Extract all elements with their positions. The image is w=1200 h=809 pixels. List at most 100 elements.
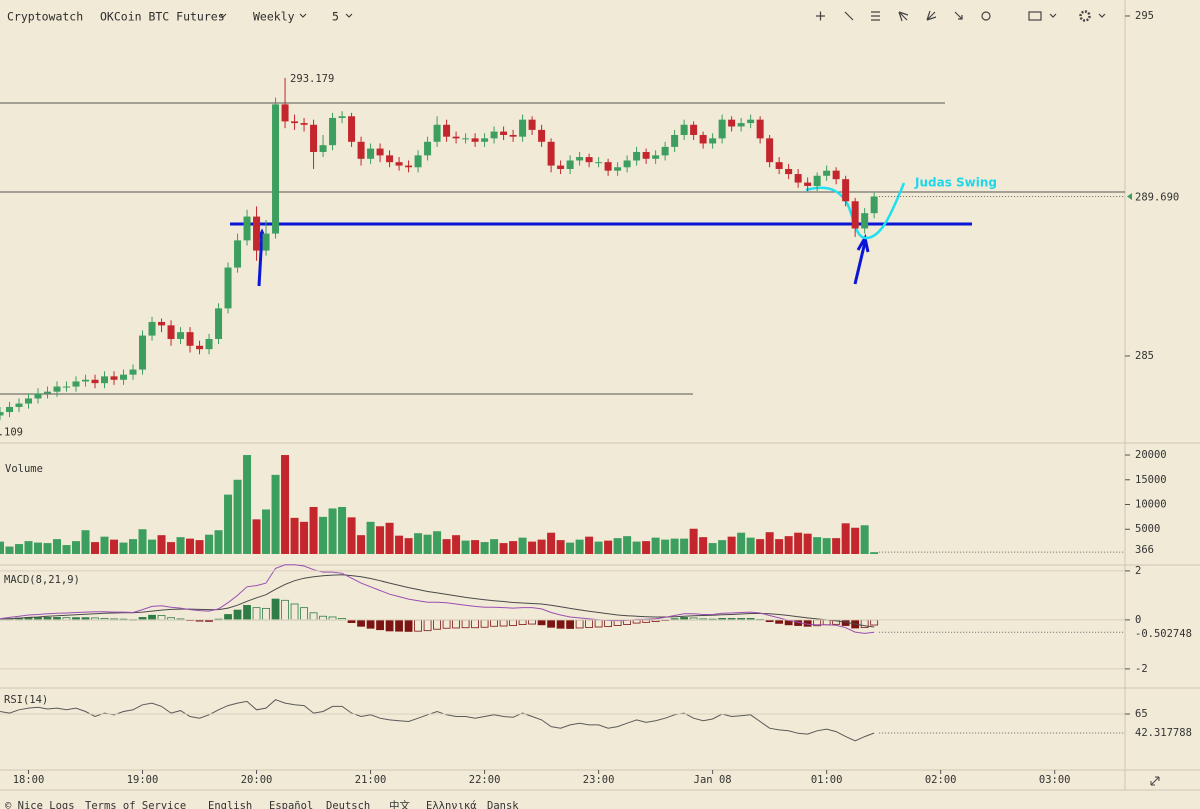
volume-bar [81,530,90,554]
market-select[interactable]: OKCoin BTC Futures [100,10,225,24]
volume-bar [699,537,708,554]
volume-bar [870,552,879,554]
line-tool[interactable] [844,11,854,21]
y-tick-label: 295 [1135,10,1154,22]
chevron[interactable] [345,13,353,18]
volume-bar [176,537,185,554]
footer-link[interactable]: English [208,800,252,809]
volume-bar [271,474,280,554]
volume-bar [91,542,100,554]
candle-body [490,131,498,139]
volume-bar [119,542,128,554]
candle-body [186,332,194,346]
candle-body [177,332,185,339]
footer-link[interactable]: 中文 [389,799,410,809]
volume-bar [423,534,432,554]
candle-body [281,104,289,122]
chevron[interactable] [219,13,227,18]
macd-histogram-bar [803,619,812,627]
fullscreen-button[interactable] [1150,776,1160,786]
volume-bar [167,542,176,554]
candle-body [737,123,745,127]
candle-body [205,338,213,350]
chevron[interactable] [299,13,307,18]
hline-tool[interactable] [871,11,880,21]
volume-bar [395,535,404,554]
volume-bar [214,530,223,554]
candle-body [319,145,327,152]
footer-link[interactable]: Deutsch [326,800,370,809]
volume-bar [708,543,717,554]
macd-histogram-bar [547,619,555,628]
volume-bar [471,540,480,554]
volume-bar [433,531,442,554]
volume-bar [110,539,119,554]
candle-body [604,162,612,171]
volume-bar [148,539,157,554]
volume-bar [813,537,822,554]
footer-link[interactable]: Dansk [487,800,519,809]
candle-body [509,134,517,137]
y-tick-label: 20000 [1135,449,1167,461]
keyboard-button[interactable] [1028,11,1042,21]
circle-tool[interactable] [981,11,991,21]
volume-bar [129,539,138,554]
range-select[interactable]: Weekly [253,10,295,24]
candle-body [300,123,308,125]
candle-body [547,141,555,166]
footer-link[interactable]: Ελληνικά [426,800,477,809]
candle-body [623,160,631,168]
footer-link[interactable]: Terms of Service [85,800,186,809]
y-tick-label: -2 [1135,663,1148,675]
last-rsi-label: 42.317788 [1135,727,1192,739]
plot-area [0,77,879,742]
macd-histogram-bar [566,619,575,629]
volume-bar [585,536,594,554]
chevron[interactable] [1098,13,1106,18]
interval-select[interactable]: 5 [332,10,339,24]
crosshair-tool[interactable] [816,11,825,21]
volume-bar [195,540,204,554]
volume-bar [670,538,679,554]
volume-bar [604,540,613,554]
y-tick-label: 65 [1135,708,1148,720]
macd-histogram-bar [366,619,375,629]
candle-body [595,162,603,164]
candle-body [851,201,859,229]
volume-bar [651,537,660,554]
volume-bar [765,532,774,554]
x-tick-label: 21:00 [355,774,387,786]
candle-body [747,119,755,124]
candle-body [680,124,688,135]
candle-body [272,104,280,234]
chevron[interactable] [1049,13,1057,18]
fan-tool[interactable] [926,10,937,21]
last-macd-label: -0.502748 [1135,628,1192,640]
candle-body [794,174,802,183]
arrow-tool[interactable] [954,11,963,20]
volume-bar [385,522,394,554]
volume-bar [642,541,651,554]
candle-body [471,138,479,142]
macd-line [0,564,875,634]
volume-bar [803,533,812,554]
volume-bar [775,539,784,554]
footer-link[interactable]: Español [269,800,313,809]
fib-tool[interactable] [898,11,909,22]
settings-button[interactable] [1079,10,1091,22]
volume-bar [547,532,556,554]
volume-bar [376,526,385,554]
volume-bar [262,509,271,554]
candle-body [243,216,251,241]
footer-link[interactable]: © Nice Logs [5,800,75,809]
macd-histogram-bar [233,609,242,621]
volume-bar [100,536,109,554]
candle-body [718,119,726,139]
volume-bar [480,542,489,554]
candle-body [433,124,441,142]
candle-body [566,160,574,169]
candle-body [129,369,137,375]
drawing-tools [816,10,1106,22]
brand[interactable]: Cryptowatch [7,10,83,24]
